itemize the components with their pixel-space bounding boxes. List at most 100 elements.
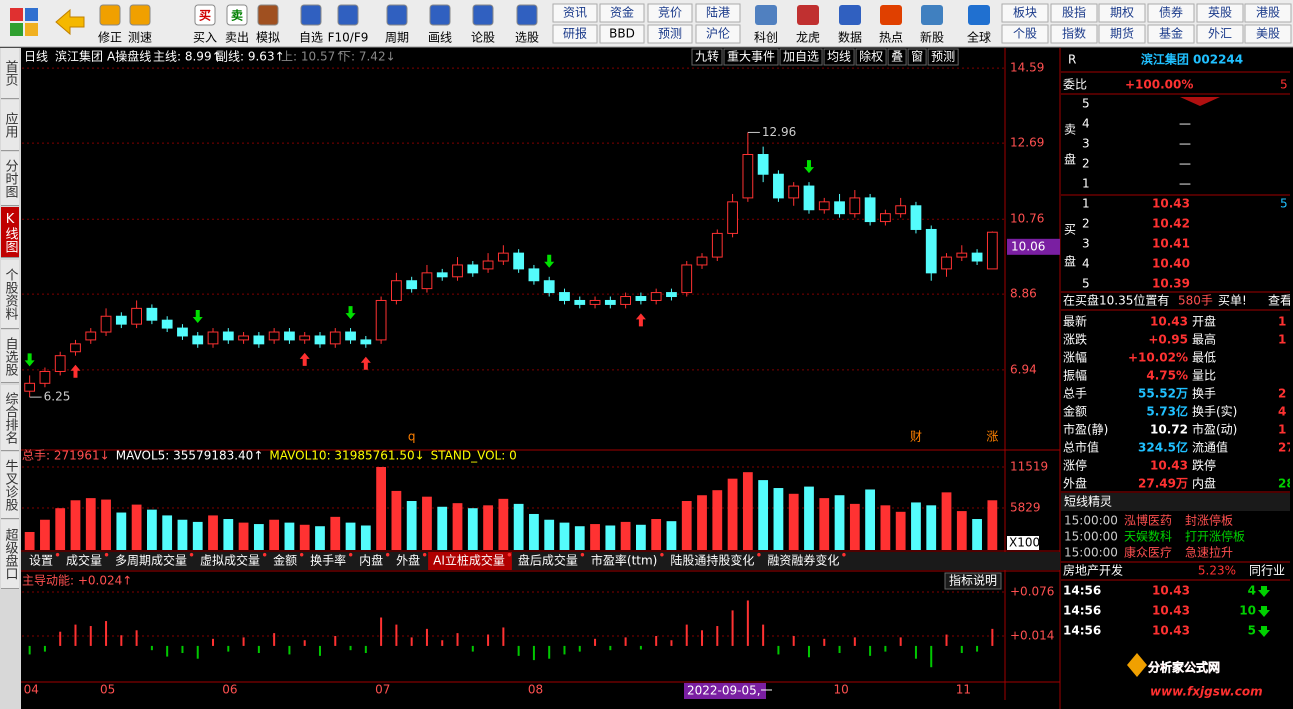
toolbar-icon[interactable] [300, 4, 322, 26]
toolbar-label[interactable]: 画线 [428, 31, 452, 45]
toolbar-label[interactable]: 测速 [128, 31, 152, 45]
panel-tab[interactable]: AI立桩成交量 [433, 553, 505, 568]
toolbar-button-label[interactable]: 板块 [1013, 6, 1037, 20]
toolbar-button[interactable] [1050, 3, 1098, 23]
side-tab[interactable]: 综合排名 [1, 385, 19, 451]
toolbar-label[interactable]: 模拟 [256, 31, 280, 45]
toolbar-button-label[interactable]: 预测 [658, 27, 682, 41]
toolbar-button[interactable] [695, 24, 741, 44]
side-tab[interactable]: 超级盘口 [1, 520, 19, 589]
toolbar-button-label[interactable]: 期权 [1110, 6, 1134, 20]
panel-tab[interactable]: 多周期成交量 [115, 553, 187, 568]
toolbar-button-label[interactable]: 沪伦 [706, 26, 730, 41]
chart-button[interactable]: 加自选 [783, 50, 819, 64]
toolbar-button[interactable] [1196, 3, 1244, 23]
toolbar-icon[interactable] [921, 5, 943, 25]
toolbar-button[interactable] [1001, 24, 1049, 44]
toolbar-label[interactable]: 周期 [385, 31, 409, 45]
toolbar-icon[interactable] [880, 5, 902, 25]
toolbar-button[interactable] [1098, 3, 1146, 23]
toolbar-button-label[interactable]: BBD [609, 27, 635, 41]
toolbar-button[interactable] [1001, 3, 1049, 23]
chart-button[interactable]: 九转 [695, 49, 719, 64]
panel-tab-bg[interactable] [585, 552, 665, 570]
toolbar-icon[interactable] [472, 4, 494, 26]
toolbar-label[interactable]: 全球 [967, 30, 991, 45]
toolbar-label[interactable]: 论股 [471, 31, 495, 45]
panel-tab[interactable]: 金额 [273, 553, 297, 568]
toolbar-button[interactable] [1244, 3, 1292, 23]
panel-tab-bg[interactable] [762, 552, 847, 570]
side-tab[interactable]: 个股资料 [1, 260, 19, 329]
toolbar-icon[interactable] [99, 4, 121, 26]
panel-tab-bg[interactable] [354, 552, 391, 570]
toolbar-label[interactable]: 选股 [515, 31, 539, 45]
panel-tab[interactable]: 虚拟成交量 [200, 553, 260, 568]
toolbar-label[interactable]: 买入 [193, 31, 217, 45]
toolbar-label[interactable]: 卖出 [225, 31, 249, 45]
panel-tab-bg[interactable] [195, 552, 268, 570]
chart-button[interactable]: 均线 [827, 50, 851, 64]
toolbar-button-label[interactable]: 外汇 [1208, 27, 1232, 41]
chart-button[interactable]: 预测 [931, 50, 955, 64]
toolbar-button-label[interactable]: 英股 [1208, 6, 1232, 20]
toolbar-button-label[interactable]: 期货 [1110, 26, 1134, 41]
panel-tab-bg[interactable] [512, 552, 585, 570]
chart-button-frame[interactable] [779, 48, 823, 66]
side-tab[interactable]: 分时图 [1, 152, 19, 206]
chart-button-frame[interactable] [887, 48, 907, 66]
panel-tab-bg[interactable] [110, 552, 195, 570]
panel-tab[interactable]: 融资融券变化 [767, 553, 839, 568]
toolbar-label[interactable]: 龙虎 [796, 31, 820, 45]
panel-tab-bg[interactable] [24, 552, 61, 570]
toolbar-label[interactable]: 科创 [754, 31, 778, 45]
panel-tab-bg[interactable] [268, 552, 305, 570]
panel-tab[interactable]: 内盘 [359, 553, 383, 568]
panel-tab[interactable]: 市盈率(ttm) [591, 553, 657, 568]
toolbar-label[interactable]: 热点 [879, 31, 903, 45]
toolbar-button-label[interactable]: 研报 [563, 26, 587, 41]
toolbar-button-label[interactable]: 资讯 [563, 6, 587, 20]
toolbar-icon[interactable] [968, 5, 990, 25]
toolbar-button-label[interactable]: 指数 [1062, 26, 1086, 41]
toolbar-icon[interactable] [194, 4, 216, 26]
panel-tab-bg[interactable] [428, 552, 512, 570]
panel-tab-bg[interactable] [305, 552, 354, 570]
toolbar-button-label[interactable]: 陆港 [706, 5, 730, 20]
panel-tab-bg[interactable] [391, 552, 428, 570]
chart-button[interactable]: 叠 [891, 50, 903, 64]
chart-button-frame[interactable] [907, 48, 927, 66]
toolbar-icon[interactable] [839, 5, 861, 25]
toolbar-button[interactable] [599, 24, 645, 44]
toolbar-button[interactable] [599, 3, 645, 23]
toolbar-icon[interactable] [226, 4, 248, 26]
side-tab[interactable]: 首页 [1, 48, 19, 99]
toolbar-button-label[interactable]: 个股 [1013, 27, 1037, 41]
toolbar-button-label[interactable]: 港股 [1256, 6, 1280, 20]
toolbar-button[interactable] [1147, 3, 1195, 23]
toolbar-button-label[interactable]: 竞价 [658, 6, 682, 20]
toolbar-icon[interactable] [755, 5, 777, 25]
toolbar-label[interactable]: 新股 [920, 30, 944, 45]
toolbar-label[interactable]: 自选 [299, 31, 323, 45]
side-tab[interactable]: 自选股 [1, 330, 19, 383]
toolbar-icon[interactable] [337, 4, 359, 26]
panel-tab[interactable]: 设置 [29, 554, 53, 568]
panel-tab[interactable]: 盘后成交量 [518, 553, 578, 568]
chart-button-frame[interactable] [823, 48, 855, 66]
toolbar-button[interactable] [647, 24, 693, 44]
toolbar-icon[interactable] [797, 5, 819, 25]
toolbar-icon[interactable] [257, 4, 279, 26]
help-label[interactable]: 指标说明 [949, 573, 997, 588]
panel-tab[interactable]: 成交量 [66, 553, 102, 568]
toolbar-button-label[interactable]: 债券 [1159, 5, 1183, 20]
back-button[interactable] [55, 8, 85, 36]
chart-button-frame[interactable] [723, 48, 779, 66]
toolbar-button-label[interactable]: 股指 [1062, 5, 1086, 20]
toolbar-icon[interactable] [429, 4, 451, 26]
toolbar-icon[interactable] [516, 4, 538, 26]
toolbar-label[interactable]: 数据 [838, 30, 862, 45]
toolbar-button[interactable] [1244, 24, 1292, 44]
panel-tab-bg[interactable] [665, 552, 762, 570]
chart-button-frame[interactable] [691, 48, 723, 66]
